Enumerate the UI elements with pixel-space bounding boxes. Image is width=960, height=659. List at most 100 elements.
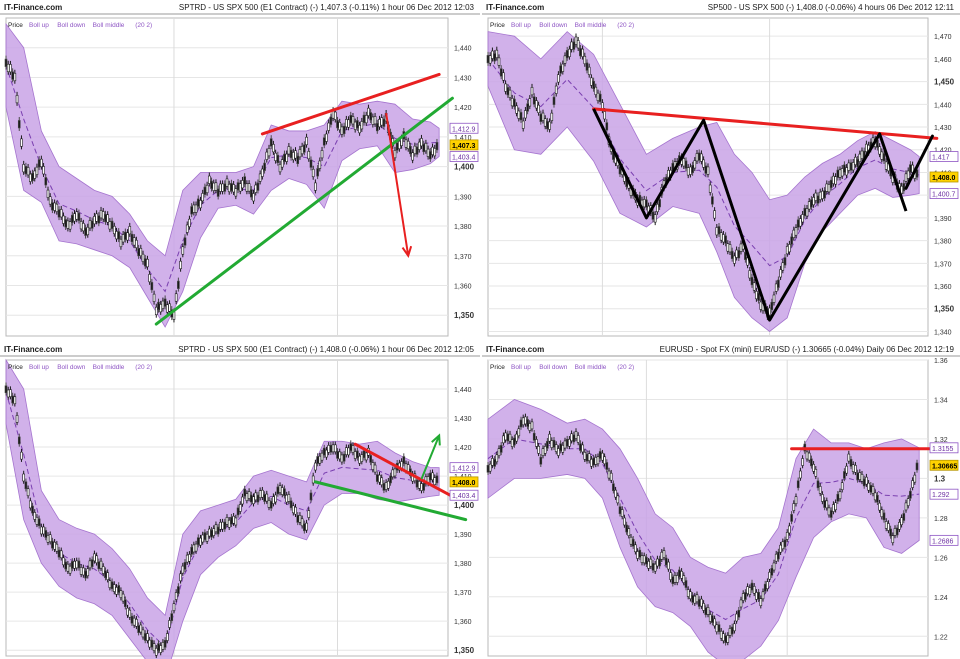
price-body <box>210 529 213 538</box>
price-body <box>42 166 45 175</box>
price-body <box>658 558 661 567</box>
price-body <box>296 515 300 523</box>
price-body <box>662 550 666 558</box>
price-body <box>219 521 222 530</box>
price-body <box>900 517 903 526</box>
price-body <box>95 555 98 564</box>
price-body <box>362 114 366 123</box>
price-body <box>869 484 873 493</box>
price-body <box>493 53 496 62</box>
price-body <box>393 468 397 477</box>
price-badge <box>449 122 479 134</box>
price-body <box>433 148 437 157</box>
price-body <box>245 493 249 501</box>
price-body <box>115 587 118 595</box>
price-body <box>913 474 917 483</box>
price-body <box>799 470 802 479</box>
price-body <box>398 140 401 150</box>
price-body <box>51 540 54 549</box>
chart-title: SPTRD - US SPX 500 (E1 Contract) (-) 1,4… <box>178 345 474 354</box>
price-body <box>329 116 333 125</box>
price-body <box>513 437 516 446</box>
price-body <box>126 607 129 616</box>
price-body <box>730 626 734 635</box>
price-body <box>106 214 109 223</box>
price-body <box>177 280 180 289</box>
price-body <box>634 544 637 553</box>
price-body <box>561 444 565 453</box>
legend-price: Price <box>8 364 23 371</box>
price-body <box>741 593 745 601</box>
price-body <box>179 260 182 270</box>
price-body <box>373 464 377 473</box>
price-body <box>146 633 149 641</box>
price-body <box>524 110 527 119</box>
price-body <box>285 494 288 503</box>
y-tick-label: 1.34 <box>934 397 948 404</box>
price-body <box>502 72 505 81</box>
trend-line <box>260 72 441 136</box>
price-body <box>827 184 831 193</box>
price-body <box>724 635 727 644</box>
price-body <box>305 136 308 146</box>
price-body <box>192 204 196 213</box>
price-body <box>272 496 275 504</box>
price-body <box>739 243 743 252</box>
price-body <box>651 211 655 220</box>
price-body <box>546 121 549 130</box>
price-body <box>706 607 710 615</box>
price-body <box>713 210 716 219</box>
price-body <box>411 152 414 161</box>
price-body <box>415 146 419 155</box>
y-tick-label: 1,360 <box>454 283 472 290</box>
price-body <box>404 139 408 148</box>
price-body <box>499 445 503 453</box>
price-body <box>258 173 262 182</box>
price-body <box>805 451 809 460</box>
price-body <box>660 551 664 560</box>
price-body <box>563 55 567 64</box>
price-body <box>64 219 67 228</box>
price-body <box>548 121 551 130</box>
price-body <box>415 479 419 488</box>
price-body <box>71 561 74 569</box>
price-body <box>333 444 337 453</box>
price-body <box>576 40 580 49</box>
price-body <box>13 396 17 405</box>
price-body <box>68 221 72 230</box>
price-body <box>93 216 96 225</box>
price-body <box>873 492 877 501</box>
price-body <box>250 494 253 503</box>
price-body <box>188 554 191 562</box>
price-body <box>737 250 741 259</box>
price-body <box>856 472 859 481</box>
price-badge-label: 1,412.9 <box>452 126 475 133</box>
price-body <box>579 443 582 451</box>
price-body <box>895 527 899 536</box>
price-body <box>296 155 300 164</box>
price-body <box>117 231 121 240</box>
price-body <box>417 481 421 489</box>
brand-label: IT-Finance.com <box>486 345 544 354</box>
price-body <box>678 569 681 578</box>
price-body <box>168 620 171 628</box>
price-badge-label: 1,400.7 <box>932 192 955 199</box>
price-body <box>336 451 339 459</box>
price-body <box>426 148 430 157</box>
price-body <box>548 433 551 442</box>
price-body <box>325 133 328 142</box>
price-badge-label: 1,407.3 <box>452 143 475 150</box>
price-body <box>31 172 34 182</box>
price-body <box>225 517 229 525</box>
price-body <box>757 591 760 600</box>
price-body <box>508 89 512 98</box>
price-body <box>208 528 211 537</box>
price-body <box>40 526 43 535</box>
price-body <box>17 436 21 445</box>
arrow-shaft <box>385 112 410 256</box>
price-body <box>124 231 127 240</box>
price-body <box>177 586 180 594</box>
price-body <box>33 170 37 179</box>
price-body <box>256 494 260 503</box>
price-body <box>196 198 200 207</box>
